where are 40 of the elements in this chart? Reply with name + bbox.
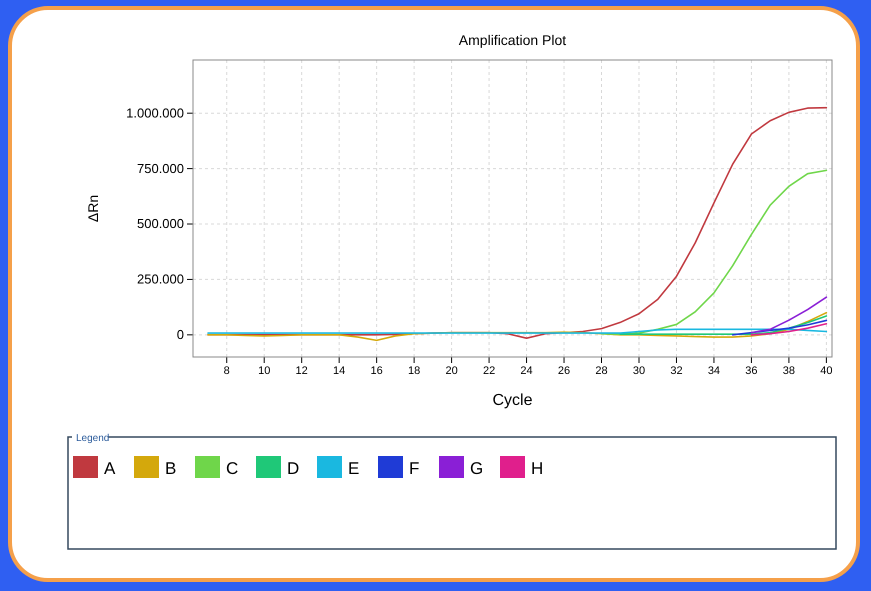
x-tick-label: 38 bbox=[782, 364, 796, 377]
y-tick-label: 250.000 bbox=[137, 272, 184, 287]
legend-label: A bbox=[104, 459, 116, 478]
x-tick-label: 14 bbox=[333, 364, 346, 377]
x-tick-label: 26 bbox=[558, 364, 570, 377]
x-tick-label: 18 bbox=[408, 364, 420, 377]
legend-label: D bbox=[287, 459, 300, 478]
legend-title: Legend bbox=[76, 433, 110, 444]
y-tick-label: 1.000.000 bbox=[126, 105, 184, 120]
line-series bbox=[750, 322, 828, 336]
x-tick-label: 34 bbox=[708, 364, 720, 377]
legend-label: G bbox=[470, 459, 484, 478]
x-tick-label: 32 bbox=[670, 364, 683, 377]
legend-label: E bbox=[348, 459, 360, 478]
x-tick-label: 40 bbox=[820, 364, 833, 377]
legend-label: C bbox=[226, 459, 238, 478]
x-tick-label: 16 bbox=[370, 364, 383, 377]
x-tick-label: 30 bbox=[632, 364, 646, 377]
x-tick-label: 10 bbox=[258, 364, 270, 377]
line-series bbox=[732, 320, 828, 336]
line-series bbox=[619, 315, 828, 335]
y-tick-label: 750.000 bbox=[137, 160, 184, 176]
x-tick-label: 12 bbox=[296, 364, 308, 377]
y-tick-label: 0 bbox=[176, 326, 184, 342]
x-tick-label: 28 bbox=[595, 364, 608, 377]
y-tick-label: 500.000 bbox=[137, 216, 184, 232]
x-tick-label: 24 bbox=[520, 364, 533, 377]
y-axis-title: ΔRn bbox=[85, 194, 101, 222]
line-series bbox=[600, 170, 828, 335]
x-tick-label: 8 bbox=[224, 364, 230, 377]
legend-label: B bbox=[165, 459, 176, 478]
line-series bbox=[207, 312, 828, 342]
legend-label: F bbox=[409, 459, 420, 478]
line-series bbox=[750, 296, 828, 334]
x-tick-label: 36 bbox=[745, 364, 758, 377]
x-tick-label: 20 bbox=[445, 364, 458, 377]
legend-label: H bbox=[531, 459, 544, 478]
chart-title: Amplification Plot bbox=[458, 32, 566, 48]
x-tick-label: 22 bbox=[482, 364, 496, 377]
x-axis-title: Cycle bbox=[492, 392, 533, 409]
